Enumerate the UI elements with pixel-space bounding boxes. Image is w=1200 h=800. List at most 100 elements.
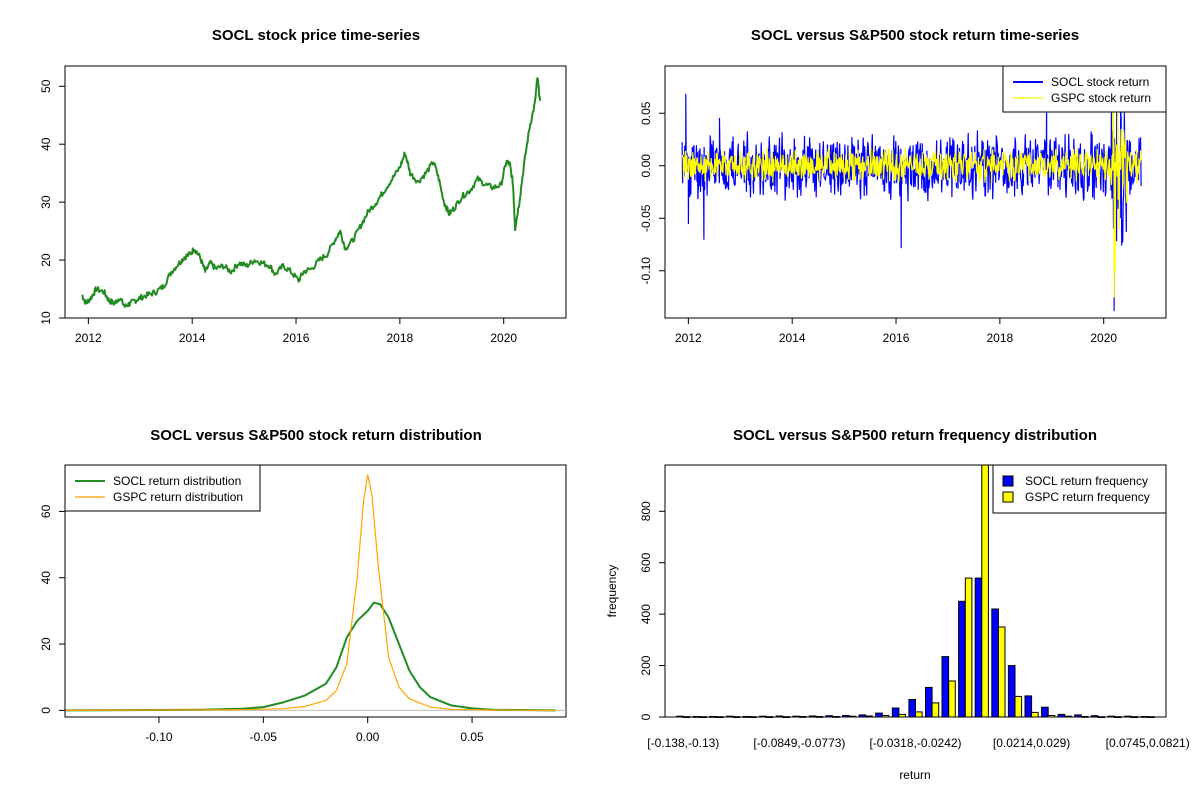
legend-label: GSPC stock return <box>1051 91 1151 105</box>
returns-series-line <box>681 70 1142 298</box>
x-tick-label: 2014 <box>179 331 206 345</box>
frequency-bar <box>742 716 751 718</box>
frequency-bar <box>682 716 691 719</box>
frequency-legend: SOCL return frequency GSPC return frequen… <box>992 464 1167 514</box>
frequency-bar <box>732 716 741 719</box>
frequency-bar <box>848 715 857 718</box>
frequency-bar <box>1064 715 1072 718</box>
x-category-label: [0.0745,0.0821) <box>1106 736 1190 750</box>
y-tick-label: 10 <box>39 311 53 325</box>
x-tick-label: 0.00 <box>356 730 380 744</box>
frequency-bar <box>981 464 989 718</box>
density-x-axis: -0.10 -0.05 0.00 0.05 <box>145 716 484 744</box>
legend-label: SOCL return frequency <box>1025 474 1148 488</box>
x-tick-label: 2018 <box>387 331 414 345</box>
frequency-bar <box>716 716 724 719</box>
y-tick-label: 0 <box>39 707 53 714</box>
frequency-bar <box>974 577 983 718</box>
x-tick-label: 2020 <box>490 331 517 345</box>
frequency-bars-layer <box>676 464 1155 719</box>
frequency-bar <box>699 716 708 719</box>
frequency-x-axis-label: return <box>899 768 930 782</box>
density-chart-title: SOCL versus S&P500 stock return distribu… <box>150 427 481 444</box>
y-tick-label: 600 <box>639 552 653 572</box>
x-category-label: [-0.0849,-0.0773) <box>753 736 845 750</box>
frequency-bar <box>1124 715 1132 718</box>
frequency-bar <box>1090 715 1099 718</box>
frequency-bar <box>898 713 907 718</box>
x-tick-label: 2016 <box>883 331 910 345</box>
frequency-bar <box>792 715 800 718</box>
frequency-x-axis: [-0.138,-0.13) [-0.0849,-0.0773) [-0.0318,… <box>647 736 1189 750</box>
frequency-bar <box>865 715 873 718</box>
density-y-axis: 0 20 40 60 <box>39 504 66 714</box>
x-tick-label: 2018 <box>987 331 1014 345</box>
frequency-bar <box>1114 716 1122 719</box>
returns-series-layer <box>681 70 1142 312</box>
y-tick-label: 20 <box>39 253 53 267</box>
returns-chart-title: SOCL versus S&P500 stock return time-ser… <box>751 27 1079 44</box>
legend-label: SOCL stock return <box>1051 75 1149 89</box>
returns-series-line <box>681 91 1142 312</box>
returns-legend: SOCL stock return GSPC stock return <box>1002 65 1167 113</box>
price-y-axis: 10 20 30 40 50 <box>39 79 66 325</box>
frequency-bar <box>1047 715 1056 718</box>
frequency-bar <box>915 711 923 718</box>
y-tick-label: 40 <box>39 571 53 585</box>
x-tick-label: 2020 <box>1090 331 1117 345</box>
returns-x-axis: 2012 2014 2016 2018 2020 <box>675 317 1117 345</box>
legend-box <box>64 464 261 512</box>
frequency-bar <box>782 716 790 719</box>
frequency-bar <box>881 715 890 718</box>
y-tick-label: 50 <box>39 79 53 93</box>
frequency-bar <box>1014 695 1023 718</box>
x-tick-label: 2012 <box>675 331 702 345</box>
price-series-line <box>81 77 541 308</box>
legend-box <box>1002 65 1167 113</box>
returns-chart-panel: SOCL versus S&P500 stock return time-ser… <box>639 27 1167 345</box>
frequency-bar <box>908 699 917 718</box>
price-series-layer <box>81 77 541 308</box>
x-category-label: [0.0214,0.029) <box>993 736 1070 750</box>
x-category-label: [-0.138,-0.13) <box>647 736 719 750</box>
frequency-bar <box>765 716 774 719</box>
density-series-line <box>64 601 556 712</box>
y-tick-label: 800 <box>639 501 653 521</box>
frequency-bar <box>1147 716 1155 719</box>
frequency-bar <box>775 715 784 718</box>
returns-y-axis: -0.10 -0.05 0.00 0.05 <box>639 101 666 285</box>
frequency-bar <box>1031 711 1039 718</box>
density-chart-panel: SOCL versus S&P500 stock return distribu… <box>39 427 567 744</box>
frequency-bar <box>958 600 966 718</box>
frequency-bar <box>891 707 900 718</box>
frequency-bar <box>825 715 834 718</box>
density-series-layer <box>64 474 566 712</box>
frequency-bar <box>1007 665 1016 718</box>
frequency-bar <box>964 577 973 718</box>
frequency-bar <box>725 715 734 718</box>
price-chart-title: SOCL stock price time-series <box>212 27 420 44</box>
frequency-bar <box>798 716 807 718</box>
legend-swatch <box>1002 475 1014 487</box>
frequency-y-axis-label: frequency <box>605 565 619 618</box>
frequency-chart-title: SOCL versus S&P500 return frequency dist… <box>733 427 1097 444</box>
frequency-bar <box>759 715 767 718</box>
frequency-y-axis: 0 200 400 600 800 <box>639 501 666 720</box>
frequency-bar <box>1130 716 1139 719</box>
y-tick-label: -0.10 <box>639 257 653 285</box>
y-tick-label: 0.05 <box>639 101 653 125</box>
frequency-chart-panel: SOCL versus S&P500 return frequency dist… <box>605 427 1190 782</box>
frequency-bar <box>1107 715 1116 718</box>
x-tick-label: 2014 <box>779 331 806 345</box>
frequency-bar <box>1024 695 1033 718</box>
frequency-bar <box>997 626 1006 718</box>
y-tick-label: 0 <box>639 713 653 720</box>
frequency-bar <box>832 716 840 718</box>
x-tick-label: 2016 <box>283 331 310 345</box>
y-tick-label: 30 <box>39 195 53 209</box>
frequency-bar <box>948 680 956 718</box>
frequency-bar <box>1074 714 1082 718</box>
x-category-label: [-0.0318,-0.0242) <box>869 736 961 750</box>
price-plot-frame <box>64 65 567 319</box>
